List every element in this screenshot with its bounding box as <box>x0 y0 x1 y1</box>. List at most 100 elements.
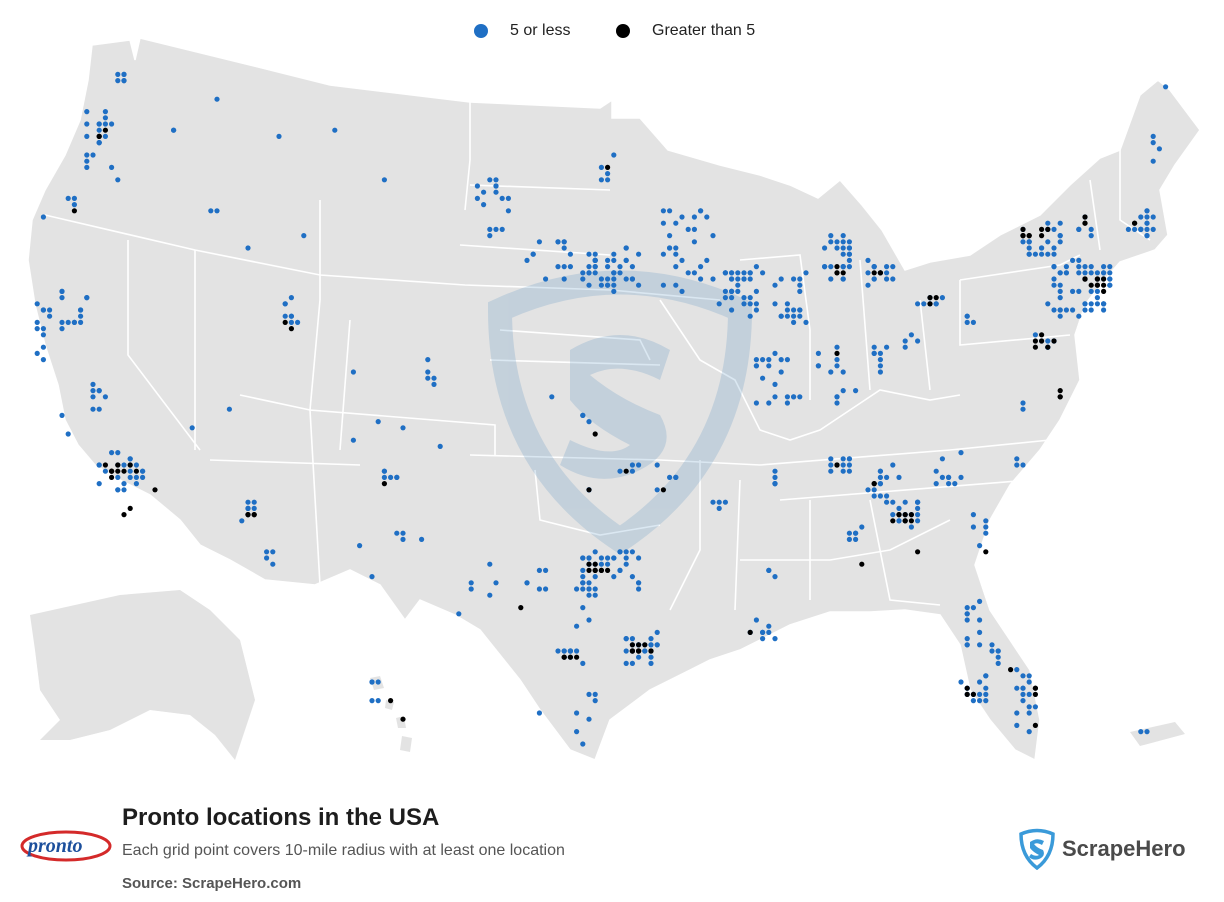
location-dot-low <box>877 474 884 480</box>
location-dot-low <box>977 543 983 549</box>
location-dot-low <box>964 611 970 617</box>
location-dot-low <box>722 270 729 276</box>
location-dot-low <box>834 363 840 369</box>
location-dot-low <box>710 233 716 239</box>
location-dot-low <box>623 257 629 263</box>
location-dot-low <box>1101 270 1107 276</box>
location-dot-low <box>40 332 47 338</box>
location-dot-low <box>78 313 84 319</box>
location-dot-low <box>939 295 946 301</box>
location-dot-high <box>871 270 877 276</box>
location-dot-low <box>592 549 598 555</box>
location-dot-low <box>1088 226 1094 232</box>
location-dot-low <box>673 220 679 226</box>
location-dot-low <box>34 326 40 332</box>
location-dot-low <box>828 369 834 375</box>
location-dot-high <box>245 511 251 518</box>
location-dot-low <box>1032 251 1038 257</box>
location-dot-low <box>766 629 772 636</box>
location-dot-low <box>840 245 846 251</box>
location-dot-low <box>989 642 995 648</box>
location-dot-low <box>1014 462 1020 468</box>
location-dot-low <box>561 239 567 245</box>
location-dot-low <box>487 226 493 232</box>
location-dot-low <box>617 264 623 270</box>
location-dot-low <box>958 679 964 685</box>
location-dot-low <box>214 96 220 102</box>
location-dot-low <box>877 369 884 375</box>
location-dot-low <box>629 636 636 642</box>
location-dot-low <box>40 357 47 363</box>
location-dot-high <box>388 698 394 704</box>
location-dot-low <box>636 555 642 561</box>
location-dot-low <box>1125 226 1131 232</box>
location-dot-high <box>109 474 115 480</box>
location-dot-low <box>580 270 586 276</box>
location-dot-low <box>1026 673 1032 679</box>
location-dot-low <box>1057 239 1063 245</box>
location-dot-low <box>102 468 108 474</box>
location-dot-low <box>952 481 958 487</box>
location-dot-low <box>834 344 840 350</box>
location-dot-high <box>1057 394 1063 400</box>
location-dot-low <box>915 511 921 518</box>
location-dot-low <box>1020 406 1026 412</box>
location-dot-low <box>96 127 102 133</box>
location-dot-high <box>121 511 127 518</box>
location-dot-high <box>1094 282 1100 288</box>
location-dot-low <box>1088 264 1094 270</box>
location-dot-low <box>493 580 499 586</box>
location-dot-low <box>735 270 741 276</box>
location-dot-low <box>784 400 791 406</box>
location-dot-low <box>778 276 784 282</box>
location-dot-low <box>698 208 704 214</box>
alaska <box>30 590 255 760</box>
location-dot-low <box>884 344 890 350</box>
location-dot-low <box>716 301 722 307</box>
location-dot-low <box>747 295 753 301</box>
location-dot-low <box>59 295 65 301</box>
location-dot-low <box>524 580 530 586</box>
location-dot-low <box>741 276 747 282</box>
location-dot-low <box>840 462 846 468</box>
location-dot-low <box>797 288 803 294</box>
location-dot-high <box>902 518 908 524</box>
location-dot-low <box>766 400 772 406</box>
location-dot-low <box>611 282 617 288</box>
location-dot-low <box>753 357 760 363</box>
location-dot-low <box>1063 270 1069 276</box>
location-dot-high <box>629 642 636 648</box>
location-dot-low <box>747 301 753 307</box>
location-dot-low <box>586 716 592 722</box>
location-dot-low <box>34 301 40 307</box>
location-dot-low <box>648 654 654 660</box>
location-dot-low <box>1101 264 1107 270</box>
location-dot-low <box>611 288 617 294</box>
location-dot-low <box>791 319 797 325</box>
location-dot-low <box>369 679 375 685</box>
location-dot-high <box>890 518 896 524</box>
location-dot-high <box>970 691 977 698</box>
location-dot-low <box>784 394 791 400</box>
location-dot-low <box>127 474 133 480</box>
location-dot-low <box>1045 338 1051 344</box>
location-dot-low <box>1082 301 1088 307</box>
location-dot-low <box>970 605 977 611</box>
location-dot-high <box>636 648 642 654</box>
location-dot-high <box>902 511 908 518</box>
location-dot-low <box>567 251 574 257</box>
location-dot-low <box>1057 313 1063 319</box>
location-dot-low <box>1076 270 1082 276</box>
location-dot-low <box>834 400 840 406</box>
location-dot-low <box>685 270 691 276</box>
location-dot-low <box>629 574 636 580</box>
location-dot-low <box>846 257 853 263</box>
location-dot-high <box>1082 276 1088 282</box>
location-dot-low <box>350 369 356 375</box>
location-dot-low <box>1144 208 1150 214</box>
location-dot-low <box>499 226 505 232</box>
location-dot-high <box>623 468 629 474</box>
location-dot-low <box>710 499 716 505</box>
location-dot-low <box>487 592 493 598</box>
location-dot-low <box>524 257 530 263</box>
